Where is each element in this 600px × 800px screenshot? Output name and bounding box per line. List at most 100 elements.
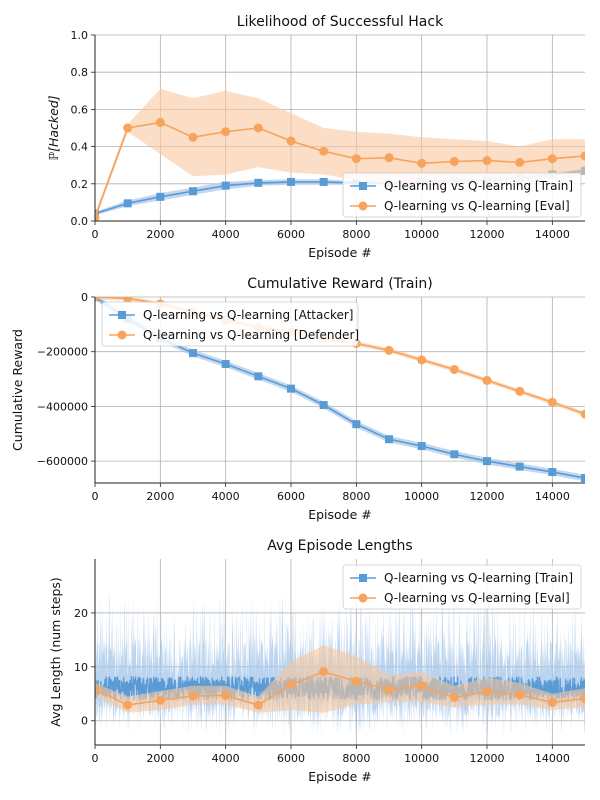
legend-label-eval: Q-learning vs Q-learning [Defender] (143, 328, 359, 342)
series-marker-eval (547, 697, 557, 707)
y-tick-label: −400000 (37, 400, 88, 413)
x-tick-label: 10000 (404, 752, 439, 765)
series-marker-eval (515, 386, 525, 396)
series-marker-eval (95, 212, 100, 221)
legend-label-eval: Q-learning vs Q-learning [Eval] (384, 199, 570, 213)
series-marker-eval (188, 132, 198, 142)
legend-marker-train (118, 311, 126, 319)
series-marker-train (548, 468, 557, 477)
series-marker-eval (253, 123, 263, 133)
x-tick-label: 12000 (470, 228, 505, 241)
legend-marker-eval (358, 593, 368, 603)
series-marker-train (385, 435, 393, 444)
chart-title: Cumulative Reward (Train) (247, 276, 432, 292)
x-tick-label: 4000 (212, 490, 240, 503)
series-marker-train (156, 681, 165, 690)
series-marker-eval (580, 409, 585, 419)
y-tick-label: 10 (74, 661, 88, 674)
x-tick-label: 6000 (277, 490, 305, 503)
series-marker-eval (417, 355, 427, 365)
y-axis-label: ℙ[Hacked] (46, 95, 61, 160)
x-axis-label: Episode # (308, 245, 372, 260)
series-line-eval (95, 121, 585, 218)
series-marker-eval (417, 681, 427, 691)
series-marker-eval (286, 680, 296, 690)
series-marker-train (189, 187, 197, 196)
series-marker-eval (449, 693, 459, 703)
chart-title: Avg Episode Lengths (267, 538, 412, 554)
y-tick-label: −200000 (37, 346, 88, 359)
chart-panel-2: 0 2000 4000 6000 8000 10000 12000 14000 0 −200000… (10, 276, 585, 522)
series-marker-eval (221, 127, 231, 137)
x-tick-label: 12000 (470, 490, 505, 503)
x-tick-label: 6000 (277, 228, 305, 241)
x-tick-label: 8000 (342, 228, 370, 241)
series-marker-train (254, 372, 263, 381)
series-marker-train (515, 462, 524, 471)
series-marker-eval (384, 153, 394, 163)
y-axis-label: Avg Length (num steps) (48, 577, 63, 727)
series-marker-eval (95, 684, 100, 694)
series-marker-train (254, 178, 263, 187)
series-marker-eval (482, 687, 492, 697)
series-marker-eval (351, 676, 361, 686)
series-marker-eval (221, 690, 231, 700)
legend-marker-train (359, 574, 367, 582)
series-marker-eval (155, 695, 165, 705)
series-marker-eval (384, 684, 394, 694)
series-marker-eval (123, 700, 133, 710)
legend-marker-eval (117, 330, 127, 340)
series-marker-eval (417, 158, 427, 168)
legend-marker-eval (358, 201, 368, 211)
legend-label-train: Q-learning vs Q-learning [Train] (384, 179, 573, 193)
x-tick-label: 2000 (146, 752, 174, 765)
series-marker-eval (286, 136, 296, 146)
y-tick-label: 0 (81, 291, 88, 304)
series-marker-train (450, 450, 459, 459)
series-marker-eval (482, 156, 492, 166)
x-tick-label: 0 (92, 752, 99, 765)
x-tick-label: 14000 (535, 228, 570, 241)
x-tick-label: 10000 (404, 228, 439, 241)
x-tick-label: 0 (92, 228, 99, 241)
series-marker-train (417, 442, 426, 451)
legend-label-eval: Q-learning vs Q-learning [Eval] (384, 591, 570, 605)
series-marker-train (319, 401, 328, 410)
series-marker-train (319, 177, 328, 186)
chart-title: Likelihood of Successful Hack (237, 14, 444, 30)
x-tick-label: 10000 (404, 490, 439, 503)
series-marker-train (221, 360, 230, 369)
legend-label-train: Q-learning vs Q-learning [Train] (384, 571, 573, 585)
series-marker-train (352, 420, 361, 429)
x-axis-label: Episode # (308, 507, 372, 522)
series-marker-train (189, 680, 197, 689)
series-marker-eval (351, 154, 361, 164)
legend-marker-train (359, 182, 367, 190)
legend: Q-learning vs Q-learning [Train] Q-learni… (342, 564, 582, 610)
series-marker-train (123, 199, 132, 208)
legend-box (342, 564, 582, 610)
series-marker-eval (547, 397, 557, 407)
x-tick-label: 4000 (212, 228, 240, 241)
x-tick-label: 8000 (342, 490, 370, 503)
series-line-eval (95, 670, 585, 706)
series-marker-eval (188, 691, 198, 701)
legend: Q-learning vs Q-learning [Attacker] Q-lea… (101, 301, 359, 347)
y-tick-label: −600000 (37, 455, 88, 468)
x-tick-label: 14000 (535, 490, 570, 503)
series-marker-eval (580, 694, 585, 704)
series-marker-eval (319, 146, 329, 156)
series-marker-eval (449, 364, 459, 374)
x-tick-label: 6000 (277, 752, 305, 765)
y-tick-label: 0.8 (71, 66, 89, 79)
series-marker-eval (449, 156, 459, 166)
series-marker-train (287, 177, 295, 186)
series-marker-train (483, 457, 491, 466)
series-marker-eval (95, 297, 100, 302)
series-marker-train (581, 474, 585, 483)
series-marker-eval (580, 151, 585, 161)
series-marker-eval (123, 123, 133, 133)
series-marker-train (123, 682, 132, 691)
legend-box (342, 172, 582, 218)
x-tick-label: 2000 (146, 490, 174, 503)
